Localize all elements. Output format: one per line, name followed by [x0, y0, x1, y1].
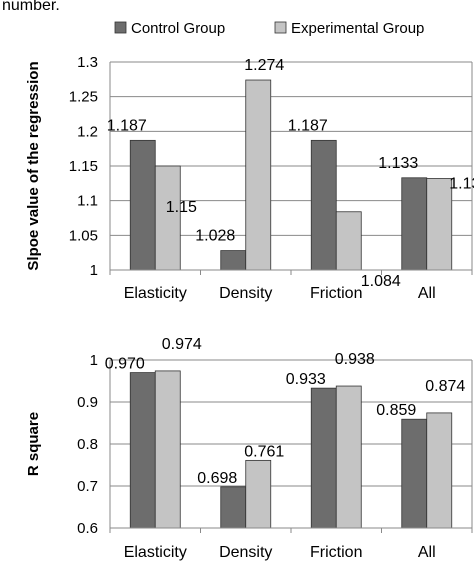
legend-label-control: Control Group [131, 20, 225, 37]
bar-control-friction [310, 387, 337, 529]
data-label: 1.187 [288, 117, 328, 134]
y-tick-label: 0.8 [77, 436, 98, 453]
data-label: 0.761 [244, 443, 284, 460]
y-axis-label: Slpoe value of the regression [25, 61, 42, 270]
slope-chart: 1 1.05 1.1 1.15 1.2 1.25 1.3 Slpoe value of the… [25, 54, 474, 302]
bar-experimental-elasticity [154, 370, 181, 529]
x-tick-label: Density [219, 544, 272, 561]
bar-control-density [220, 250, 247, 271]
x-tick-label: All [418, 544, 436, 561]
bar-experimental-friction [335, 211, 362, 271]
bar-experimental-density [245, 79, 272, 271]
x-tick-label: Density [219, 285, 272, 302]
y-axis-label: R square [25, 412, 42, 476]
data-label: 0.874 [425, 378, 465, 395]
y-tick-label: 1 [90, 352, 98, 369]
data-label: 1.028 [195, 228, 235, 245]
bar-control-friction [310, 139, 337, 271]
bar-experimental-all [426, 412, 453, 529]
bar-control-elasticity [129, 139, 156, 271]
y-tick-label: 1.15 [69, 158, 98, 175]
x-tick-label: Friction [310, 285, 362, 302]
header-fragment: number. [2, 0, 60, 14]
y-tick-label: 1.1 [77, 193, 98, 210]
bar-experimental-friction [335, 385, 362, 529]
data-label: 1.187 [107, 117, 147, 134]
y-tick-label: 0.7 [77, 478, 98, 495]
bar-control-elasticity [129, 372, 156, 529]
x-tick-label: All [418, 285, 436, 302]
data-label: 0.933 [286, 371, 326, 388]
data-label: 0.974 [162, 336, 202, 353]
x-tick-label: Friction [310, 544, 362, 561]
data-label: 1.133 [378, 155, 418, 172]
data-label: 0.970 [105, 356, 145, 373]
legend-swatch-experimental [274, 21, 287, 34]
x-tick-label: Elasticity [124, 285, 187, 302]
data-label: 0.698 [197, 470, 237, 487]
bar-experimental-all [426, 178, 453, 271]
legend: Control Group Experimental Group [114, 20, 424, 37]
data-label: 1.274 [244, 57, 284, 74]
data-label: 1.132 [449, 175, 474, 192]
data-label: 1.084 [361, 273, 401, 290]
r-square-chart: 0.6 0.7 0.8 0.9 1 R square Elasticity 0.970 0.97… [25, 336, 473, 561]
y-tick-label: 1.05 [69, 227, 98, 244]
y-tick-label: 1 [90, 262, 98, 279]
data-label: 0.859 [376, 402, 416, 419]
y-tick-label: 1.2 [77, 123, 98, 140]
data-label: 1.15 [166, 199, 197, 216]
bar-control-density [220, 486, 247, 529]
bar-experimental-elasticity [154, 165, 181, 271]
bar-experimental-density [245, 459, 272, 529]
data-label: 0.938 [335, 351, 375, 368]
bar-control-all [401, 418, 428, 529]
y-tick-label: 1.25 [69, 89, 98, 106]
legend-swatch-control [114, 21, 127, 34]
x-tick-label: Elasticity [124, 544, 187, 561]
y-tick-label: 1.3 [77, 54, 98, 71]
legend-label-experimental: Experimental Group [291, 20, 424, 37]
bar-control-all [401, 177, 428, 271]
y-tick-label: 0.9 [77, 394, 98, 411]
y-tick-label: 0.6 [77, 520, 98, 537]
